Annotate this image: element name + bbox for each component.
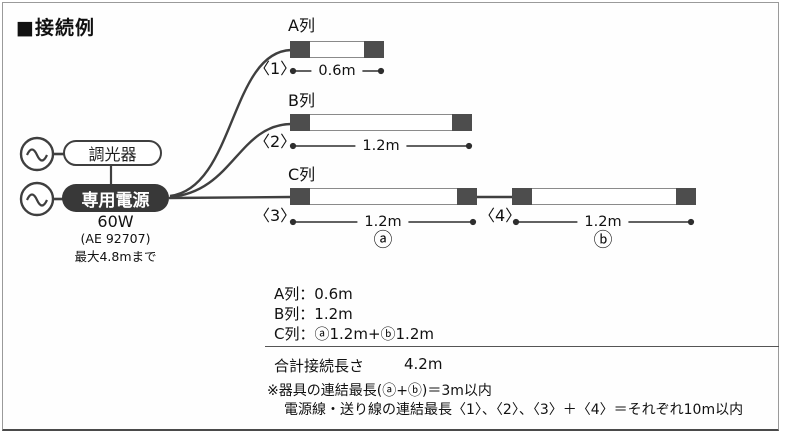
total-length-value: 4.2m (404, 355, 443, 373)
row-c-light-bar-1 (290, 188, 477, 205)
page-title: ■接続例 (16, 17, 95, 39)
segment-b-tag: ⓑ (593, 229, 613, 251)
segment-a-tag: ⓐ (373, 229, 393, 251)
row-c-link-number: 〈4〉 (479, 206, 522, 225)
bar-end-cap (512, 188, 532, 205)
note-wire-limit: 電源線・送り線の連結最長〈1〉、〈2〉、〈3〉＋〈4〉＝それぞれ10m以内 (284, 402, 744, 418)
bar-end-cap (290, 114, 310, 131)
note-fixture-limit: ※器具の連結最長(ⓐ+ⓑ)＝3m以内 (267, 383, 492, 399)
bar-end-cap (364, 41, 384, 58)
dimmer-label: 調光器 (88, 145, 137, 164)
dimmer-box: 調光器 (63, 140, 162, 166)
row-a-feed-number: 〈1〉 (254, 59, 297, 78)
summary-row-a: A列：0.6m (274, 285, 353, 303)
wire-to-row-c (168, 195, 292, 200)
row-c-light-bar-2 (512, 188, 696, 205)
power-supply-label: 専用電源 (81, 190, 150, 211)
row-c-seg2-dimension: 1.2m (577, 214, 629, 230)
bar-end-cap (457, 188, 477, 205)
power-supply-box: 専用電源 (62, 184, 169, 212)
bar-end-cap (290, 188, 310, 205)
row-b-feed-number: 〈2〉 (254, 132, 297, 151)
power-model-number: (AE 92707) (80, 231, 151, 246)
summary-divider (265, 346, 779, 347)
row-a-light-bar (290, 41, 384, 58)
row-a-label: A列 (288, 16, 315, 35)
ac-source-icon (19, 136, 55, 172)
summary-row-b: B列：1.2m (274, 305, 353, 323)
power-wattage: 60W (97, 212, 134, 231)
row-a-dimension: 0.6m (311, 63, 363, 79)
row-b-dimension: 1.2m (355, 138, 407, 154)
power-max-length: 最大4.8mまで (74, 249, 157, 264)
row-b-label: B列 (288, 91, 315, 110)
bar-end-cap (676, 188, 696, 205)
summary-row-c: C列：ⓐ1.2m+ⓑ1.2m (274, 325, 434, 343)
total-length-label: 合計接続長さ (274, 357, 365, 375)
wire-to-row-a (169, 48, 292, 198)
row-c-label: C列 (288, 165, 316, 184)
row-b-light-bar (290, 114, 472, 131)
ac-source-icon (19, 181, 55, 217)
wire-to-row-b (169, 122, 292, 199)
row-c-seg1-dimension: 1.2m (357, 214, 409, 230)
bar-end-cap (452, 114, 472, 131)
bar-end-cap (290, 41, 310, 58)
row-c-feed-number: 〈3〉 (254, 206, 297, 225)
